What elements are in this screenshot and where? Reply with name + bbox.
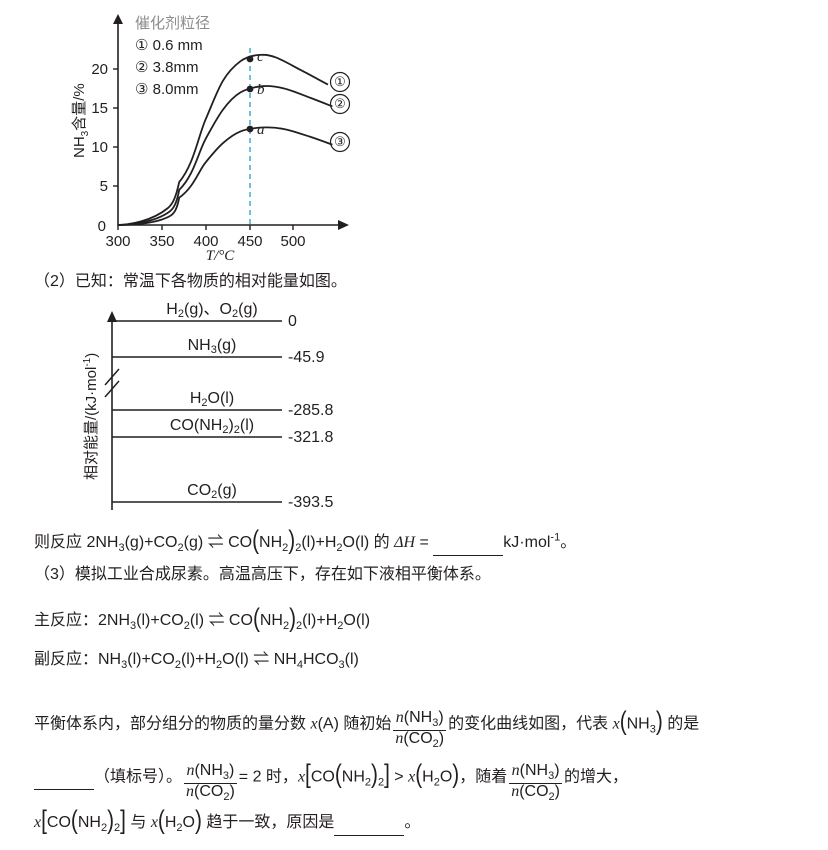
svg-text:催化剂粒径: 催化剂粒径 (135, 12, 210, 33)
svg-text:①: ① (334, 74, 346, 89)
svg-text:450: 450 (237, 233, 262, 250)
svg-text:15: 15 (91, 100, 108, 117)
svg-text:500: 500 (280, 233, 305, 250)
svg-text:b: b (257, 82, 265, 98)
svg-text:T/°C: T/°C (206, 248, 236, 264)
svg-text:0: 0 (288, 313, 297, 330)
svg-text:③: ③ (334, 134, 346, 149)
svg-text:-393.5: -393.5 (288, 494, 333, 511)
svg-text:② 3.8mm: ② 3.8mm (135, 59, 198, 76)
svg-text:c: c (257, 49, 264, 65)
svg-text:-321.8: -321.8 (288, 429, 333, 446)
svg-text:H2(g)、O2(g): H2(g)、O2(g) (166, 301, 257, 320)
svg-text:10: 10 (91, 139, 108, 156)
svg-text:H2O(l): H2O(l) (190, 390, 234, 409)
svg-text:20: 20 (91, 61, 108, 78)
svg-text:-285.8: -285.8 (288, 402, 333, 419)
svg-text:③ 8.0mm: ③ 8.0mm (135, 81, 198, 98)
svg-text:CO(NH2)2(l): CO(NH2)2(l) (170, 417, 254, 436)
svg-text:350: 350 (149, 233, 174, 250)
svg-text:300: 300 (105, 233, 130, 250)
svg-text:5: 5 (100, 178, 108, 195)
svg-text:-45.9: -45.9 (288, 349, 325, 366)
svg-text:NH3(g): NH3(g) (188, 337, 237, 356)
svg-text:① 0.6 mm: ① 0.6 mm (135, 37, 203, 54)
svg-text:a: a (257, 122, 265, 138)
svg-text:CO2(g): CO2(g) (187, 482, 237, 501)
svg-text:②: ② (334, 96, 346, 111)
